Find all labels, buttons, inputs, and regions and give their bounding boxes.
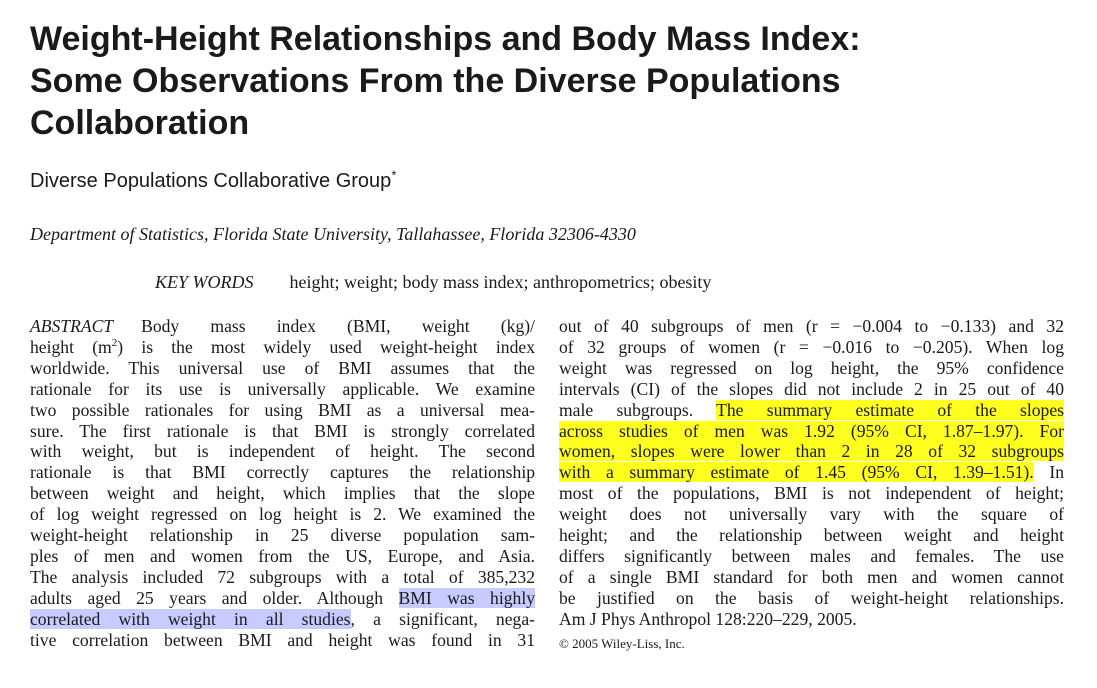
author-line: Diverse Populations Collaborative Group*	[30, 168, 396, 194]
highlight-yellow: The summary estimate of the slopes	[716, 399, 1064, 420]
abstract-line: of a single BMI standard for both men an…	[559, 566, 1064, 587]
highlight-yellow: women, slopes were lower than 2 in 28 of…	[559, 441, 1064, 462]
affiliation: Department of Statistics, Florida State …	[30, 224, 636, 244]
abstract-line: male subgroups. The summary estimate of …	[559, 399, 1064, 420]
abstract-line: differs significantly between males and …	[559, 545, 1064, 566]
keywords: KEY WORDS height; weight; body mass index…	[155, 270, 711, 294]
keywords-text: height; weight; body mass index; anthrop…	[289, 272, 712, 292]
abstract-line: The analysis included 72 subgroups with …	[30, 566, 535, 587]
abstract-line: worldwide. This universal use of BMI ass…	[30, 357, 535, 378]
abstract-line: of 32 groups of women (r = −0.016 to −0.…	[559, 336, 1064, 357]
highlight-yellow: with a summary estimate of 1.45 (95% CI,…	[559, 462, 1034, 483]
abstract-line: correlated with weight in all studies, a…	[30, 608, 536, 629]
abstract-line: rationale for its use is universally app…	[30, 378, 535, 399]
abstract-line: most of the populations, BMI is not inde…	[559, 483, 1064, 504]
abstract-line: weight does not universally vary with th…	[559, 504, 1064, 525]
abstract-line: across studies of men was 1.92 (95% CI, …	[559, 420, 1064, 442]
title-line: Some Observations From the Diverse Popul…	[30, 62, 841, 100]
abstract-line: weight was regressed on log height, the …	[559, 357, 1064, 378]
abstract-line: height; and the relationship between wei…	[559, 525, 1064, 546]
abstract-right-column: out of 40 subgroups of men (r = −0.004 t…	[559, 316, 1064, 630]
highlight-yellow: across studies of men was 1.92 (95% CI, …	[559, 420, 1064, 441]
abstract-line: between weight and height, which implies…	[30, 483, 535, 504]
copyright-notice: © 2005 Wiley-Liss, Inc.	[559, 636, 685, 651]
abstract-line: two possible rationales for using BMI as…	[30, 399, 535, 420]
highlight-blue: BMI was highly	[398, 587, 535, 608]
abstract-line: tive correlation between BMI and height …	[30, 629, 535, 650]
highlight-blue: correlated with weight in all studies	[30, 608, 351, 629]
abstract-line: with a summary estimate of 1.45 (95% CI,…	[559, 462, 1064, 483]
abstract-left-column: ABSTRACT Body mass index (BMI, weight (kg…	[30, 316, 535, 651]
abstract-line: sure. The first rationale is that BMI is…	[30, 420, 535, 441]
abstract-line: ABSTRACT Body mass index (BMI, weight (kg…	[30, 316, 535, 336]
abstract-line: height (m2) is the most widely used weig…	[30, 336, 535, 357]
title-line: Collaboration	[30, 104, 250, 142]
abstract-line: with weight, but is independent of heigh…	[30, 441, 535, 462]
abstract-line: women, slopes were lower than 2 in 28 of…	[559, 441, 1064, 462]
abstract-label: ABSTRACT	[30, 316, 114, 336]
abstract-line: ples of men and women from the US, Europ…	[30, 545, 535, 566]
abstract-line: weight-height relationship in 25 diverse…	[30, 525, 535, 546]
abstract-line: of log weight regressed on log height is…	[30, 504, 535, 525]
keywords-label: KEY WORDS	[155, 272, 254, 292]
citation-line: Am J Phys Anthropol 128:220–229, 2005.	[559, 608, 857, 629]
author-footnote-mark: *	[391, 167, 397, 183]
abstract-line: out of 40 subgroups of men (r = −0.004 t…	[559, 316, 1064, 336]
author-name: Diverse Populations Collaborative Group	[30, 170, 392, 192]
abstract-line: intervals (CI) of the slopes did not inc…	[559, 378, 1064, 399]
abstract-line: be justified on the basis of weight-heig…	[559, 587, 1064, 608]
paper-title: Weight-Height Relationships and Body Mas…	[30, 18, 861, 144]
abstract-line: rationale is that BMI correctly captures…	[30, 462, 535, 483]
title-line: Weight-Height Relationships and Body Mas…	[30, 20, 861, 58]
abstract-line: adults aged 25 years and older. Although…	[30, 587, 535, 608]
